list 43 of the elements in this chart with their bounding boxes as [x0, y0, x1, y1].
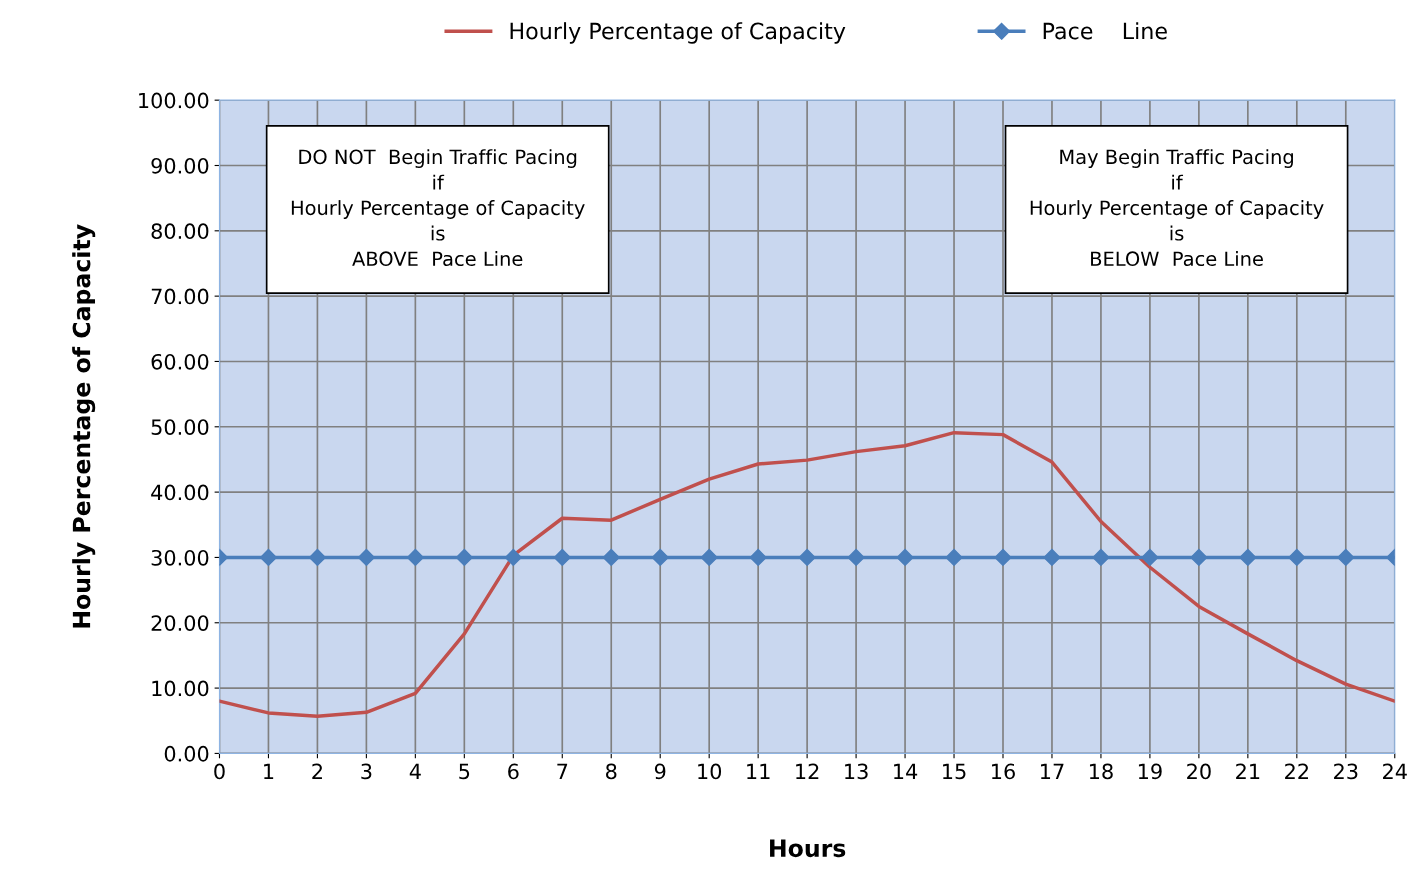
- y-tick-label: 40.00: [151, 484, 209, 501]
- x-tick-label: 2: [312, 763, 322, 779]
- x-tick-label: 0: [214, 763, 225, 780]
- x-tick-label: 3: [361, 763, 372, 780]
- y-tick-label: 0.00: [164, 745, 209, 762]
- x-tick-label: 13: [845, 763, 868, 780]
- x-axis-title: Hours: [770, 839, 846, 858]
- x-tick-label: 24: [1383, 763, 1407, 779]
- y-axis-title: Hourly Percentage of Capacity: [72, 224, 96, 628]
- line-series: [219, 430, 1395, 718]
- x-tick-label: 18: [1089, 763, 1113, 780]
- x-tick-label: 22: [1285, 763, 1308, 779]
- legend-label: Pace Line: [1043, 22, 1167, 40]
- x-tick-label: 10: [698, 763, 722, 780]
- y-tick-label: 10.00: [152, 680, 209, 697]
- y-tick-label: 70.00: [151, 288, 209, 305]
- legend-label: Hourly Percentage of Capacity: [510, 22, 846, 44]
- x-tick-label: 6: [508, 763, 519, 780]
- x-tick-label: 8: [606, 763, 617, 780]
- annotation: DO NOT Begin Traffic Pacing if Hourly Percentage of Capacity is ABOVE Pace Line: [291, 149, 585, 267]
- y-tick-label: 50.00: [151, 419, 209, 435]
- x-tick-label: 16: [992, 763, 1015, 780]
- x-tick-label: 5: [459, 763, 470, 780]
- x-tick-label: 15: [943, 763, 966, 780]
- y-tick-label: 90.00: [151, 157, 209, 174]
- x-tick-label: 19: [1138, 763, 1162, 780]
- x-tick-label: 17: [1041, 763, 1064, 779]
- y-tick-label: 100.00: [139, 92, 209, 109]
- x-tick-label: 12: [796, 763, 819, 779]
- x-tick-label: 11: [747, 763, 770, 779]
- y-tick-label: 20.00: [151, 615, 209, 631]
- x-tick-label: 4: [409, 763, 421, 779]
- y-tick-label: 80.00: [151, 223, 209, 240]
- y-tick-label: 30.00: [151, 549, 209, 566]
- x-tick-label: 21: [1236, 763, 1260, 779]
- x-tick-label: 20: [1187, 763, 1211, 780]
- x-tick-label: 9: [654, 763, 666, 780]
- x-tick-label: 23: [1334, 763, 1358, 780]
- y-tick-label: 60.00: [151, 353, 209, 370]
- x-tick-label: 1: [264, 763, 274, 779]
- annotation: May Begin Traffic Pacing if Hourly Percentage of Capacity is BELOW Pace Line: [1030, 149, 1324, 267]
- x-tick-label: 14: [894, 763, 918, 779]
- x-tick-label: 7: [557, 763, 568, 779]
